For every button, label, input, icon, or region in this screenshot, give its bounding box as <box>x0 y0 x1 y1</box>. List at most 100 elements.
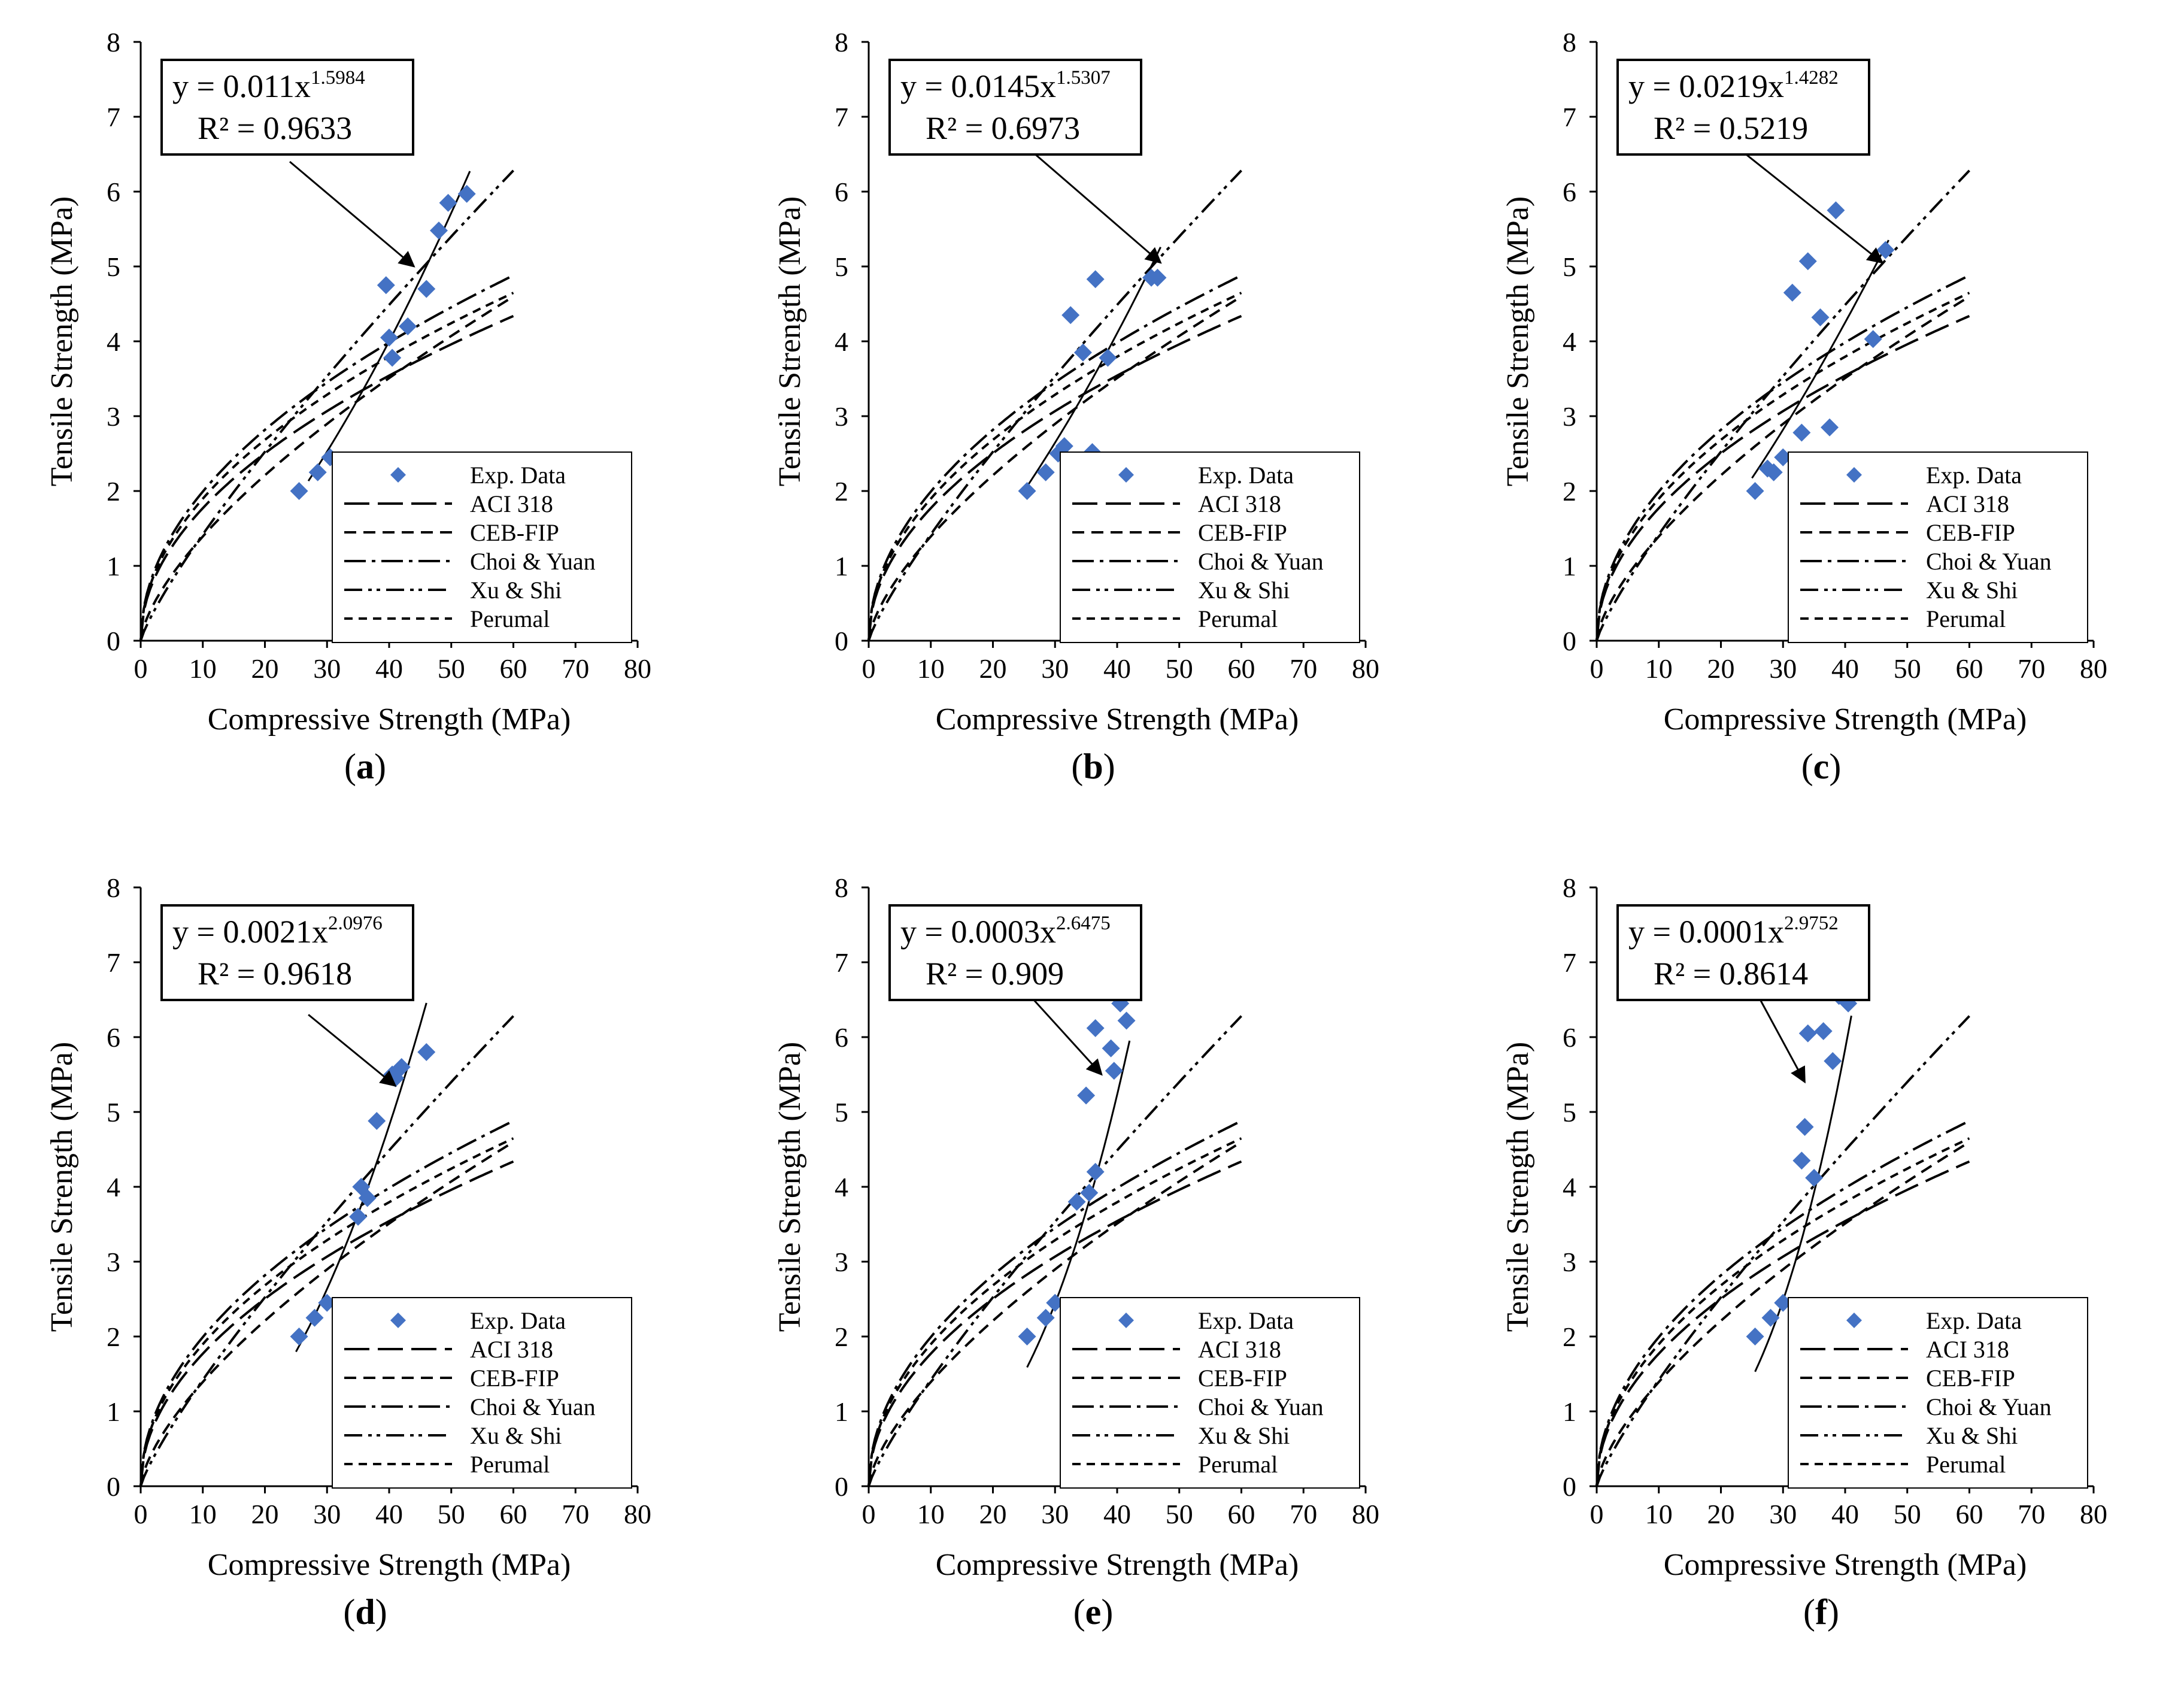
legend-label-choi-yuan: Choi & Yuan <box>1926 548 2052 575</box>
curve-choi-yuan <box>1595 274 1970 641</box>
power-fit-line <box>295 1002 427 1353</box>
y-tick-label: 5 <box>107 251 120 282</box>
y-tick-label: 8 <box>107 27 120 57</box>
fit-equation: y = 0.0021x2.0976 <box>172 913 383 950</box>
x-tick-label: 30 <box>1041 1499 1069 1529</box>
data-point <box>349 1208 368 1226</box>
x-tick-label: 30 <box>313 1499 341 1529</box>
legend-label-xu-shi: Xu & Shi <box>470 577 562 604</box>
x-tick-label: 80 <box>624 1499 651 1529</box>
data-point <box>1864 330 1882 348</box>
data-point <box>1824 1052 1842 1070</box>
data-point <box>1067 1193 1086 1211</box>
curve-ceb-fip <box>139 1141 514 1487</box>
data-point <box>1036 463 1055 481</box>
x-tick-label: 70 <box>1290 1499 1317 1529</box>
curve-aci-318 <box>867 1160 1242 1487</box>
y-tick-label: 5 <box>835 1097 848 1128</box>
curve-ceb-fip <box>867 1141 1242 1487</box>
x-tick-label: 60 <box>1956 653 1983 684</box>
fit-equation: y = 0.0003x2.6475 <box>900 913 1111 950</box>
y-tick-label: 5 <box>1563 251 1576 282</box>
chart-svg-e: 0 10 20 30 40 50 60 70 80 0 1 2 3 4 5 6 7 8 Compressive St… <box>773 872 1379 1632</box>
curve-xu-shi <box>867 1015 1242 1487</box>
legend-label-exp-data: Exp. Data <box>470 1307 566 1334</box>
y-tick-label: 8 <box>835 27 848 57</box>
data-point <box>1080 1184 1099 1202</box>
data-point <box>1811 308 1830 326</box>
legend-label-perumal: Perumal <box>470 605 550 632</box>
y-tick-label: 0 <box>835 626 848 656</box>
curve-xu-shi <box>867 169 1242 641</box>
legend-label-choi-yuan: Choi & Yuan <box>470 1393 596 1420</box>
x-tick-label: 40 <box>1103 1499 1131 1529</box>
x-tick-label: 10 <box>1645 653 1673 684</box>
x-axis-title: Compressive Strength (MPa) <box>936 702 1299 737</box>
equation-box <box>1616 59 1870 156</box>
legend-swatch-exp-data <box>1118 1313 1134 1328</box>
y-tick-label: 8 <box>107 872 120 903</box>
data-point <box>1774 448 1792 466</box>
y-axis-title: Tensile Strength (MPa) <box>773 1042 807 1332</box>
curve-aci-318 <box>1595 1160 1970 1487</box>
x-tick-label: 40 <box>1831 653 1859 684</box>
y-tick-label: 2 <box>1563 1322 1576 1352</box>
legend-label-exp-data: Exp. Data <box>470 462 566 489</box>
curve-perumal <box>867 292 1242 641</box>
y-axis-title: Tensile Strength (MPa) <box>1501 196 1535 487</box>
y-tick-label: 3 <box>835 1247 848 1277</box>
y-tick-label: 3 <box>107 1247 120 1277</box>
y-tick-label: 6 <box>835 177 848 207</box>
legend-label-exp-data: Exp. Data <box>1926 1307 2022 1334</box>
legend-label-exp-data: Exp. Data <box>1198 1307 1294 1334</box>
panel-caption: (e) <box>1073 1592 1114 1632</box>
chart-svg-d: 0 10 20 30 40 50 60 70 80 0 1 2 3 4 5 6 7 8 Compressive St… <box>45 872 651 1632</box>
legend-box <box>1060 1297 1360 1489</box>
data-point <box>308 463 327 481</box>
legend-box <box>332 1297 632 1489</box>
y-tick-label: 4 <box>1563 326 1576 357</box>
data-point <box>1746 1328 1764 1345</box>
x-tick-label: 60 <box>1228 1499 1255 1529</box>
panel-caption: (a) <box>344 747 386 786</box>
y-tick-label: 2 <box>107 1322 120 1352</box>
legend-label-choi-yuan: Choi & Yuan <box>1926 1393 2052 1420</box>
data-point <box>1086 1019 1105 1037</box>
fit-equation: y = 0.0001x2.9752 <box>1628 913 1839 950</box>
data-point <box>305 1308 324 1327</box>
y-tick-label: 6 <box>1563 1022 1576 1053</box>
data-point <box>358 1189 377 1207</box>
y-tick-label: 3 <box>835 401 848 432</box>
y-axis-title: Tensile Strength (MPa) <box>45 196 79 487</box>
y-tick-label: 6 <box>107 1022 120 1053</box>
x-tick-label: 70 <box>562 653 589 684</box>
power-fit-line <box>1751 240 1889 479</box>
data-point <box>380 328 398 347</box>
legend-label-xu-shi: Xu & Shi <box>1926 1422 2018 1449</box>
data-point <box>1792 423 1811 442</box>
y-tick-label: 1 <box>1563 551 1576 581</box>
data-point <box>1821 418 1839 437</box>
equation-box <box>1616 904 1870 1001</box>
chart-svg-a: 0 10 20 30 40 50 60 70 80 0 1 2 3 4 5 6 7 8 Compressive St… <box>45 27 651 786</box>
chart-panel-f: 0 10 20 30 40 50 60 70 80 0 1 2 3 4 5 6 7 8 Compressive St… <box>1456 845 2184 1691</box>
y-tick-label: 7 <box>107 102 120 132</box>
legend-label-choi-yuan: Choi & Yuan <box>1198 1393 1324 1420</box>
data-point <box>1117 1011 1136 1030</box>
power-fit-line <box>307 171 471 482</box>
x-tick-label: 50 <box>1166 1499 1193 1529</box>
x-tick-label: 40 <box>1831 1499 1859 1529</box>
legend-label-aci-318: ACI 318 <box>470 1336 553 1363</box>
y-axis-title: Tensile Strength (MPa) <box>773 196 807 487</box>
data-point <box>1036 1308 1055 1327</box>
legend-label-ceb-fip: CEB-FIP <box>1198 519 1287 546</box>
y-axis-title: Tensile Strength (MPa) <box>1501 1042 1535 1332</box>
legend-label-ceb-fip: CEB-FIP <box>1926 1365 2015 1392</box>
curve-perumal <box>139 292 514 641</box>
data-point <box>1792 1151 1811 1170</box>
legend-box <box>1060 451 1360 643</box>
legend-label-aci-318: ACI 318 <box>470 490 553 517</box>
x-tick-label: 0 <box>134 653 148 684</box>
data-point <box>439 193 457 212</box>
x-axis-title: Compressive Strength (MPa) <box>208 1548 571 1582</box>
